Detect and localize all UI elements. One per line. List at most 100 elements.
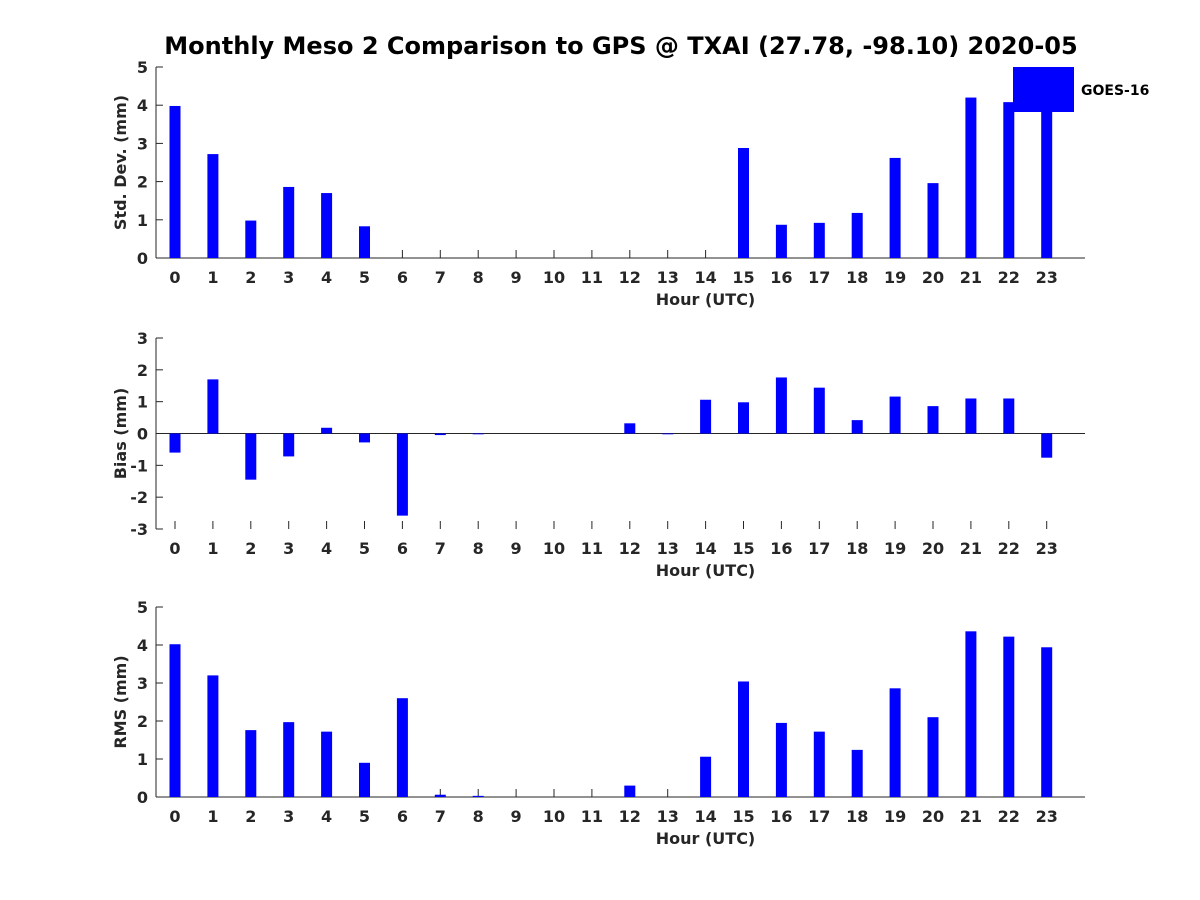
x-axis-label: Hour (UTC) [656, 561, 756, 580]
x-tick-label: 23 [1036, 268, 1058, 287]
bar-hour-18 [851, 420, 863, 434]
bar-hour-22 [1003, 398, 1015, 434]
x-tick-label: 10 [543, 268, 565, 287]
x-tick-label: 9 [511, 268, 522, 287]
x-tick-label: 3 [283, 807, 294, 826]
bar-hour-2 [245, 220, 257, 258]
x-tick-label: 10 [543, 807, 565, 826]
x-tick-label: 0 [169, 539, 180, 558]
bar-hour-7 [434, 433, 446, 436]
bar-hour-5 [359, 762, 370, 797]
x-tick-label: 15 [732, 539, 754, 558]
bar-hour-15 [738, 402, 749, 434]
bar-hour-21 [965, 631, 977, 797]
bar-hour-1 [207, 154, 219, 258]
x-tick-label: 12 [619, 807, 641, 826]
x-tick-label: 18 [846, 807, 868, 826]
x-tick-label: 7 [435, 807, 446, 826]
x-tick-label: 3 [283, 268, 294, 287]
bar-hour-20 [927, 183, 939, 258]
bar-hour-16 [775, 377, 787, 434]
bar-hour-3 [283, 722, 295, 797]
x-tick-label: 0 [169, 268, 180, 287]
chart-title: Monthly Meso 2 Comparison to GPS @ TXAI … [164, 32, 1077, 60]
x-tick-label: 2 [245, 539, 256, 558]
bar-hour-3 [283, 186, 295, 258]
x-tick-label: 13 [657, 807, 679, 826]
y-tick-label: -2 [130, 488, 148, 507]
y-tick-label: 4 [137, 636, 148, 655]
x-tick-label: 4 [321, 268, 332, 287]
x-tick-label: 21 [960, 807, 982, 826]
bar-hour-12 [624, 423, 636, 434]
x-tick-label: 22 [998, 268, 1020, 287]
bar-hour-19 [889, 396, 901, 434]
x-tick-label: 8 [473, 539, 484, 558]
y-tick-label: 1 [137, 211, 148, 230]
y-tick-label: 0 [137, 249, 148, 268]
x-tick-label: 18 [846, 268, 868, 287]
x-tick-label: 15 [732, 268, 754, 287]
x-tick-label: 5 [359, 807, 370, 826]
y-tick-label: 2 [137, 712, 148, 731]
bar-hour-8 [472, 795, 484, 797]
x-tick-label: 2 [245, 807, 256, 826]
bar-hour-2 [245, 730, 257, 797]
bar-hour-19 [889, 688, 901, 797]
x-tick-label: 16 [770, 807, 792, 826]
y-tick-label: 3 [137, 674, 148, 693]
x-tick-label: 16 [770, 268, 792, 287]
x-tick-label: 11 [581, 807, 603, 826]
y-tick-label: 2 [137, 361, 148, 380]
x-tick-label: 13 [657, 268, 679, 287]
x-tick-label: 2 [245, 268, 256, 287]
x-tick-label: 19 [884, 807, 906, 826]
bar-hour-19 [889, 157, 901, 258]
bar-hour-0 [169, 105, 181, 259]
bar-hour-13 [662, 433, 674, 435]
x-tick-label: 6 [397, 268, 408, 287]
x-tick-label: 12 [619, 539, 641, 558]
y-tick-label: 1 [137, 750, 148, 769]
x-tick-label: 16 [770, 539, 792, 558]
x-tick-label: 7 [435, 539, 446, 558]
x-tick-label: 18 [846, 539, 868, 558]
x-tick-label: 6 [397, 807, 408, 826]
x-tick-label: 21 [960, 539, 982, 558]
y-tick-label: 0 [137, 788, 148, 807]
x-axis-label: Hour (UTC) [656, 290, 756, 309]
bar-hour-16 [775, 224, 787, 258]
bar-hour-16 [775, 722, 787, 797]
x-tick-label: 9 [511, 539, 522, 558]
x-tick-label: 22 [998, 539, 1020, 558]
y-tick-label: -1 [130, 456, 148, 475]
x-tick-label: 1 [207, 807, 218, 826]
x-tick-label: 5 [359, 268, 370, 287]
x-tick-label: 17 [808, 539, 830, 558]
x-tick-label: 9 [511, 807, 522, 826]
x-tick-label: 8 [473, 807, 484, 826]
y-axis-label: Bias (mm) [111, 388, 130, 480]
x-tick-label: 1 [207, 539, 218, 558]
x-tick-label: 3 [283, 539, 294, 558]
y-tick-label: -3 [130, 520, 148, 539]
x-tick-label: 11 [581, 268, 603, 287]
x-tick-label: 13 [657, 539, 679, 558]
bar-hour-21 [965, 97, 977, 258]
bar-hour-7 [434, 794, 446, 797]
bar-hour-17 [813, 222, 825, 258]
y-tick-label: 4 [137, 96, 148, 115]
bar-hour-17 [813, 731, 825, 797]
bar-hour-20 [927, 406, 939, 434]
bar-hour-18 [851, 749, 863, 797]
bar-hour-8 [472, 433, 484, 435]
x-tick-label: 14 [694, 539, 716, 558]
bar-hour-23 [1041, 647, 1053, 797]
legend-swatch [1013, 67, 1074, 112]
x-tick-label: 20 [922, 539, 944, 558]
y-tick-label: 3 [137, 329, 148, 348]
y-tick-label: 2 [137, 173, 148, 192]
